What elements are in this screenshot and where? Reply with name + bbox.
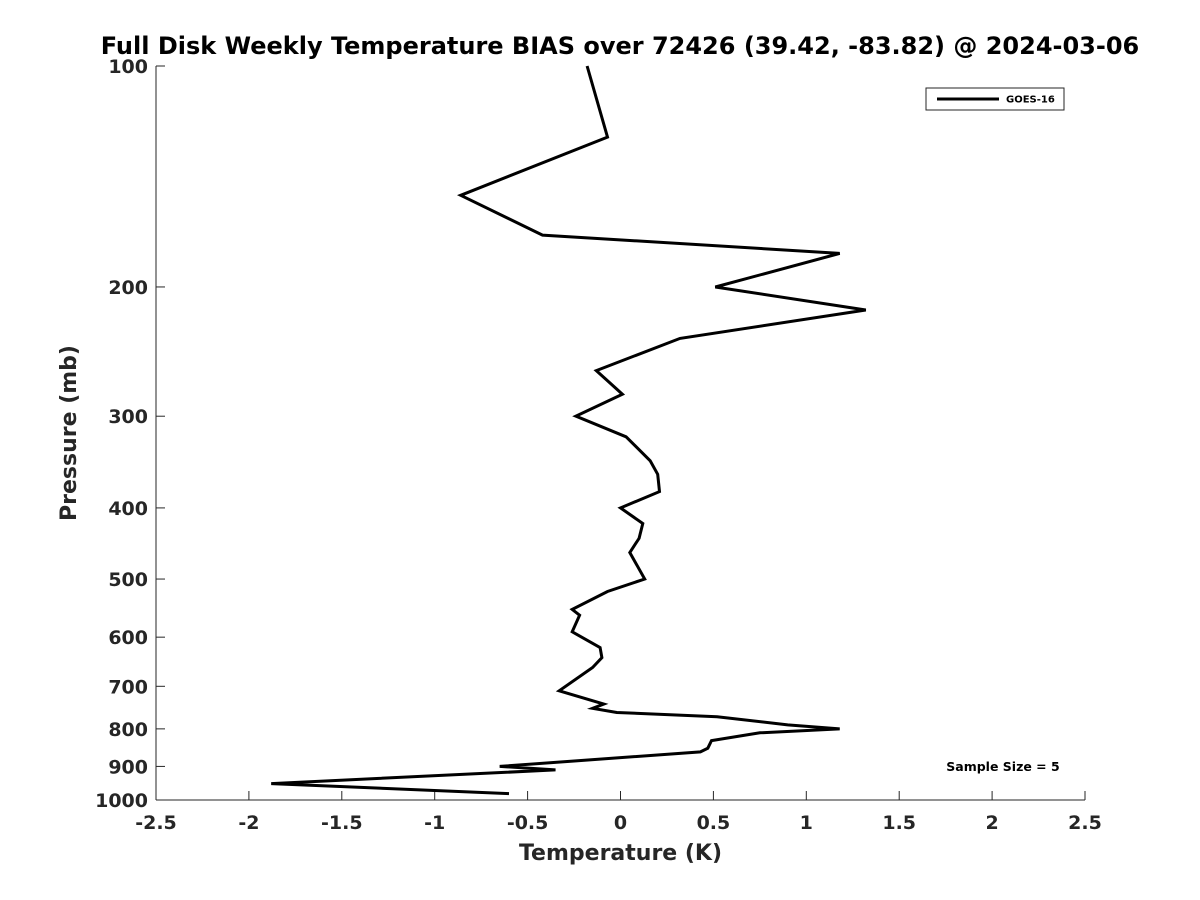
x-tick-label: -1.5 <box>321 812 363 834</box>
y-ticks: 100 200 300 400 500 600 700 800 900 1000 <box>95 56 165 812</box>
y-tick-label: 400 <box>108 498 148 520</box>
y-tick-label: 800 <box>108 719 148 741</box>
x-ticks: -2.5 -2 -1.5 -1 -0.5 0 0.5 1 1.5 2 2.5 <box>135 791 1102 834</box>
chart-title: Full Disk Weekly Temperature BIAS over 7… <box>101 32 1140 60</box>
sample-size-annotation: Sample Size = 5 <box>946 759 1059 774</box>
y-tick-label: 700 <box>108 676 148 698</box>
y-tick-label: 500 <box>108 569 148 591</box>
y-tick-label: 100 <box>108 56 148 78</box>
x-tick-label: -1 <box>424 812 445 834</box>
x-tick-label: 1 <box>800 812 813 834</box>
x-tick-label: -2.5 <box>135 812 177 834</box>
x-tick-label: 0.5 <box>697 812 731 834</box>
series-lines <box>271 65 867 796</box>
x-tick-label: 2 <box>985 812 998 834</box>
y-tick-label: 900 <box>108 756 148 778</box>
series-line-goes-16 <box>271 65 867 796</box>
y-tick-label: 600 <box>108 627 148 649</box>
x-tick-label: 2.5 <box>1068 812 1102 834</box>
y-axis-label: Pressure (mb) <box>57 345 82 521</box>
x-tick-label: -0.5 <box>507 812 549 834</box>
legend-entry-goes-16: GOES-16 <box>1006 95 1055 106</box>
x-tick-label: 1.5 <box>882 812 916 834</box>
y-tick-label: 1000 <box>95 790 148 812</box>
legend: GOES-16 <box>925 87 1065 111</box>
y-tick-label: 200 <box>108 277 148 299</box>
x-tick-label: -2 <box>238 812 259 834</box>
x-tick-label: 0 <box>614 812 627 834</box>
y-tick-label: 300 <box>108 406 148 428</box>
x-axis-label: Temperature (K) <box>519 841 722 866</box>
